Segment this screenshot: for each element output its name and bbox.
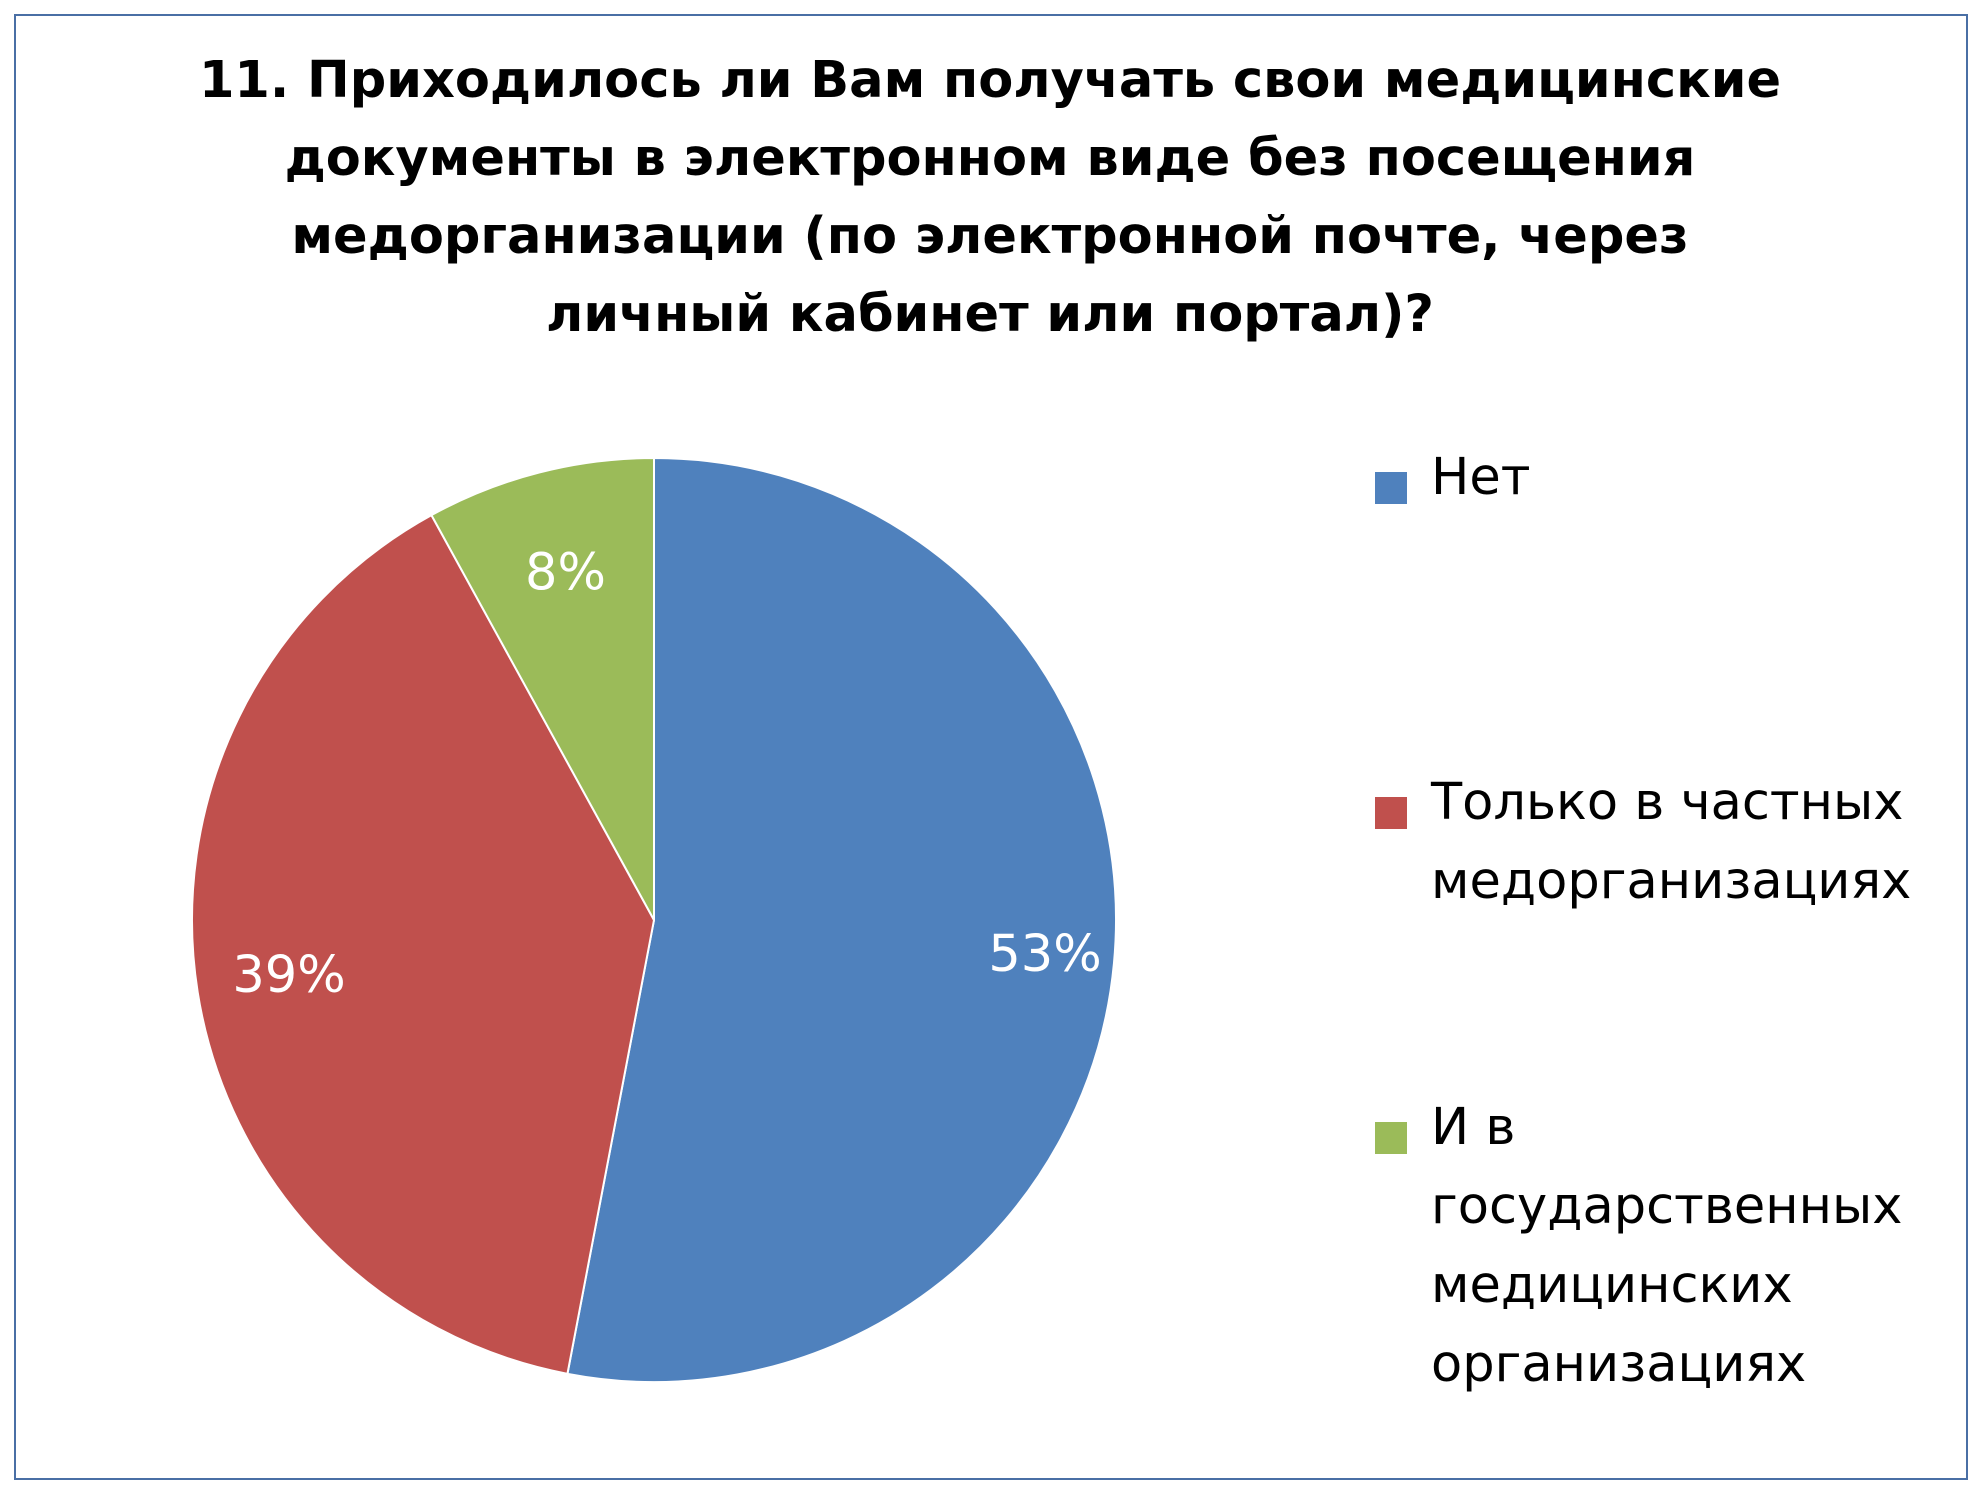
legend-label-private-line-1: Только в частных [1431, 773, 1904, 832]
legend-label-state-line-2: государственных [1431, 1177, 1903, 1236]
chart-title-line-2: документы в электронном виде без посещен… [284, 129, 1696, 188]
pie-slice-state [430, 456, 655, 921]
chart-title: 11. Приходилось ли Вам получать свои мед… [120, 42, 1860, 354]
pie-slice-net [566, 456, 1117, 1383]
legend-swatch-private [1375, 797, 1407, 829]
legend-label-net-line-1: Нет [1431, 448, 1531, 507]
legend-label-state-line-4: организациях [1431, 1335, 1807, 1394]
data-label-state: 8% [525, 543, 606, 602]
pie-slice-private [191, 513, 656, 1375]
chart-title-line-1: 11. Приходилось ли Вам получать свои мед… [198, 51, 1782, 110]
legend-swatch-state [1375, 1122, 1407, 1154]
data-label-private: 39% [232, 946, 345, 1005]
chart-title-line-4: личный кабинет или портал)? [545, 285, 1435, 344]
chart-title-line-3: медорганизации (по электронной почте, че… [291, 207, 1689, 266]
data-label-net: 53% [988, 925, 1101, 984]
legend-swatch-net [1375, 472, 1407, 504]
legend-label-private-line-2: медорганизациях [1431, 852, 1912, 911]
legend-label-state-line-3: медицинских [1431, 1256, 1793, 1315]
legend-label-state-line-1: И в [1431, 1098, 1516, 1157]
